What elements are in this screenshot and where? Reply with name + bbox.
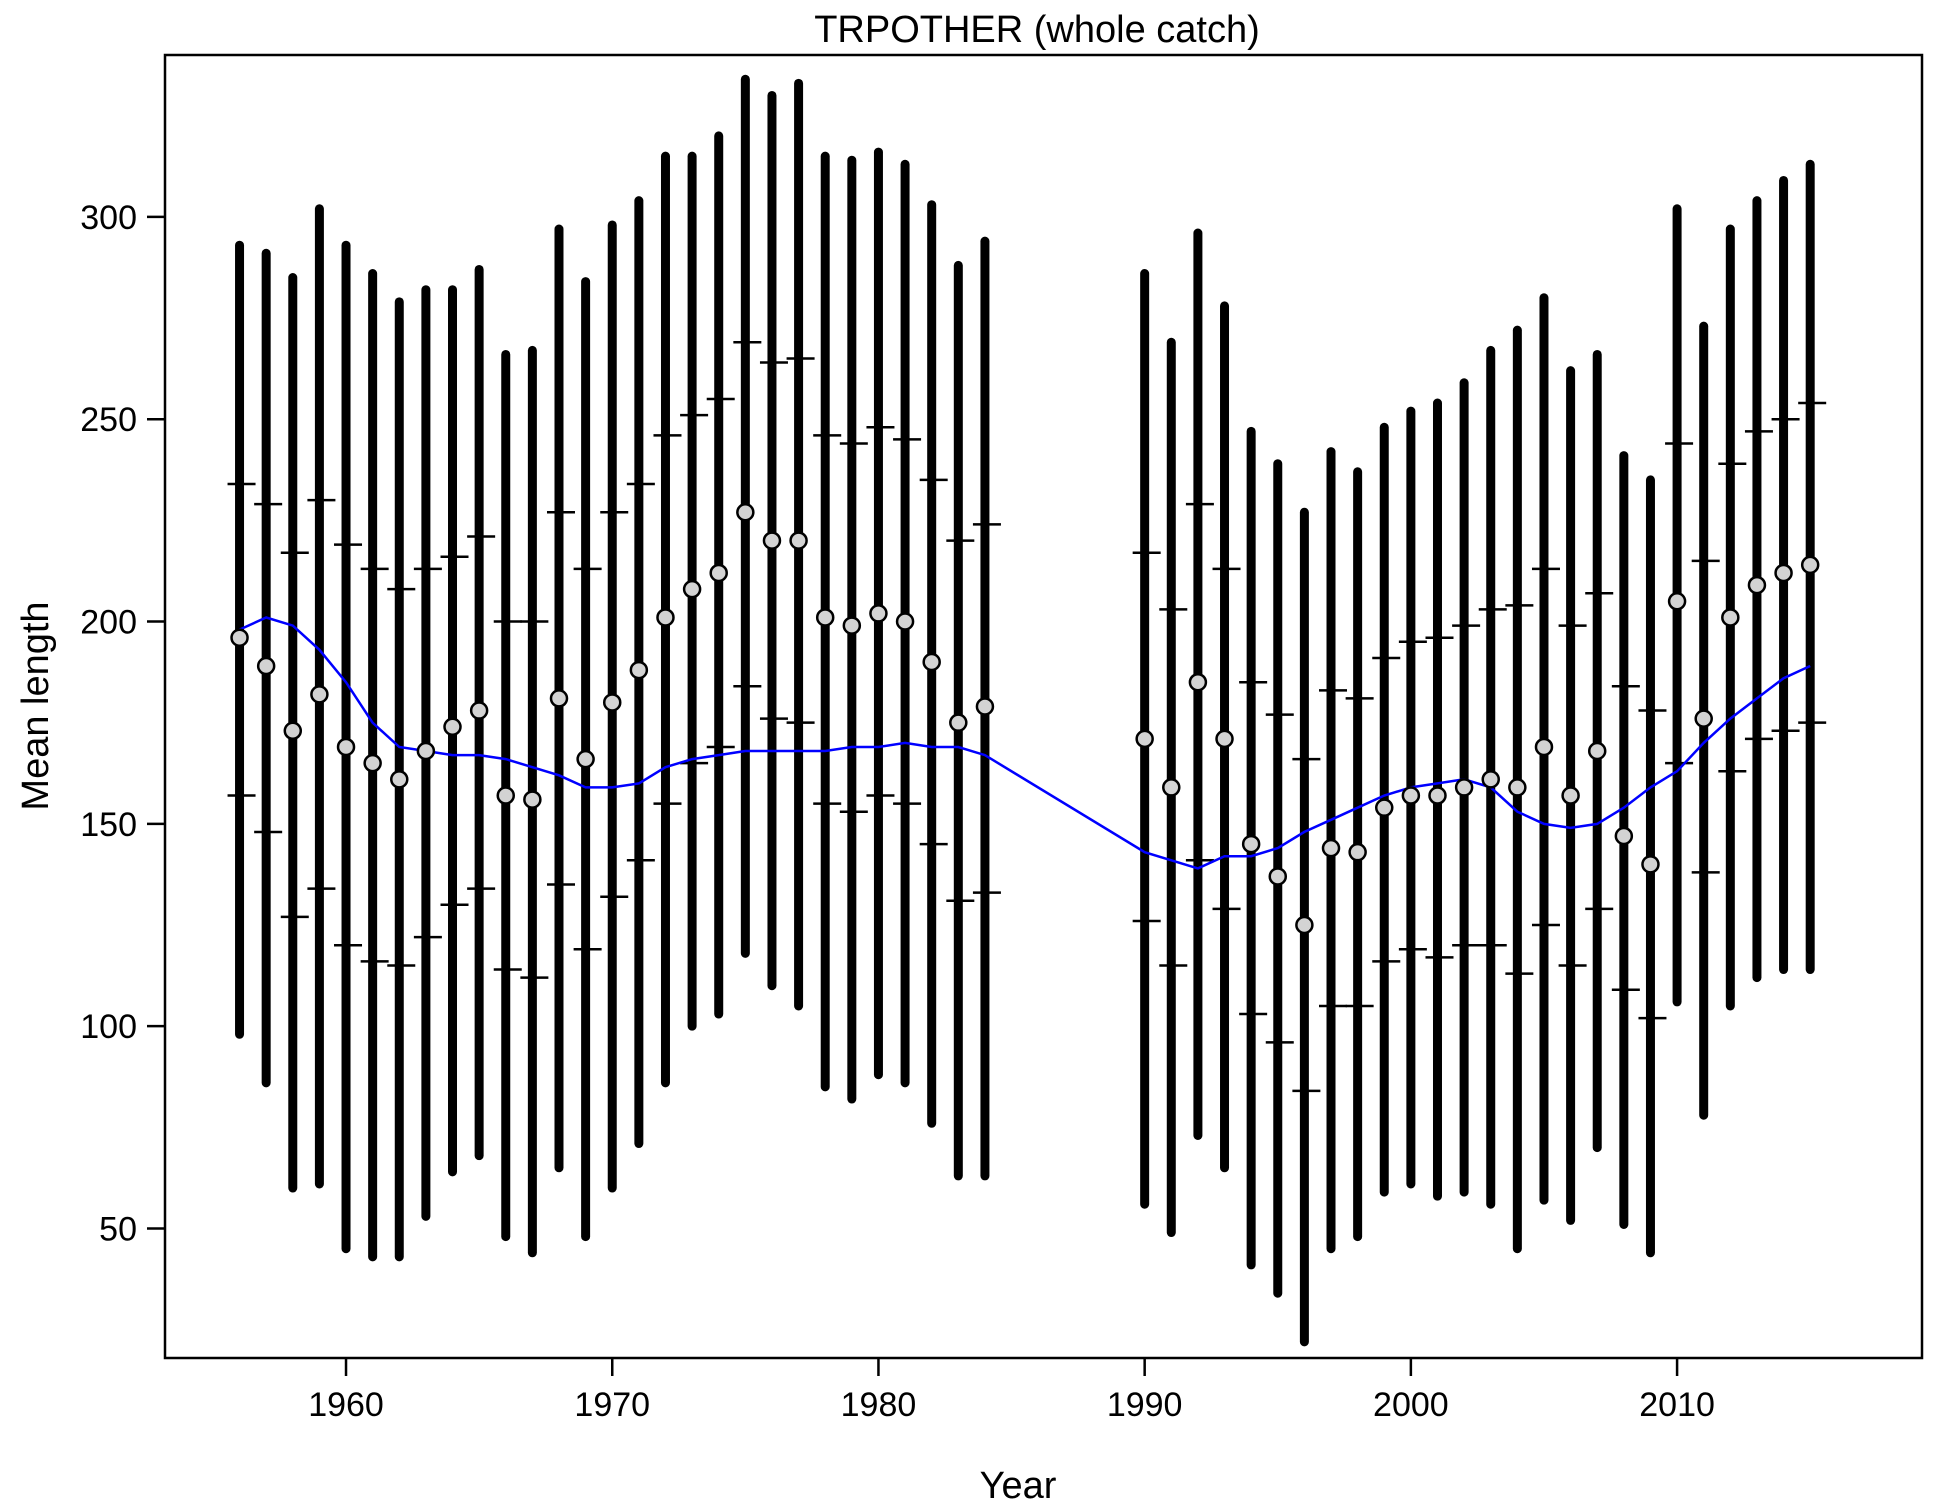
mean-point [1694, 709, 1713, 728]
mean-point [310, 685, 329, 704]
mean-point [1641, 855, 1660, 874]
x-tick-label: 1960 [308, 1386, 384, 1424]
mean-point [496, 786, 516, 805]
mean-point [1774, 563, 1793, 583]
plot-frame [163, 53, 1924, 1360]
mean-point [602, 693, 622, 712]
mean-point [1800, 555, 1820, 575]
mean-point [815, 608, 835, 627]
mean-point [1428, 786, 1447, 805]
chart-title: TRPOTHER (whole catch) [814, 9, 1260, 51]
mean-point [416, 741, 436, 761]
mean-point [363, 753, 382, 773]
x-tick-label: 2010 [1639, 1386, 1715, 1424]
mean-point [736, 503, 755, 522]
x-axis-label: Year [980, 1465, 1057, 1500]
mean-point [256, 656, 276, 676]
x-tick-label: 1980 [841, 1386, 917, 1424]
mean-point [1454, 778, 1474, 797]
mean-point [1614, 826, 1634, 846]
mean-point [1348, 842, 1367, 862]
y-tick-label: 150 [80, 806, 137, 844]
x-tick-label: 2000 [1373, 1386, 1449, 1424]
x-tick-label: 1970 [574, 1386, 650, 1424]
mean-point [1747, 575, 1767, 595]
y-tick-label: 50 [99, 1211, 137, 1249]
mean-point [1188, 672, 1208, 692]
mean-point [869, 604, 888, 623]
mean-point [1561, 786, 1580, 805]
mean-point [1215, 729, 1234, 749]
mean-point [1534, 737, 1554, 757]
mean-point [283, 721, 303, 741]
mean-points [230, 503, 1820, 935]
mean-point [1241, 834, 1261, 854]
inner-ticks [227, 341, 1827, 1093]
mean-point [1667, 592, 1687, 611]
mean-point [576, 749, 595, 769]
y-tick-label: 250 [80, 401, 137, 439]
mean-point [469, 701, 489, 720]
mean-point [1401, 786, 1421, 805]
mean-point [443, 717, 462, 736]
mean-point [1721, 608, 1740, 627]
mean-point [975, 697, 995, 716]
mean-point [1295, 915, 1314, 935]
mean-point [629, 660, 649, 680]
y-axis-label: Mean length [15, 601, 57, 810]
mean-point [895, 612, 915, 631]
mean-point [762, 531, 782, 550]
smoother-line [238, 616, 1811, 870]
mean-point [1162, 778, 1181, 797]
mean-point [1481, 770, 1500, 789]
mean-point [709, 563, 728, 583]
mean-point [390, 770, 409, 789]
mean-point [1135, 729, 1154, 749]
mean-point [949, 713, 968, 732]
mean-point [1375, 798, 1394, 817]
mean-point [549, 689, 569, 708]
y-tick-label: 100 [80, 1008, 137, 1046]
mean-point [656, 608, 675, 627]
y-tick-label: 300 [80, 199, 137, 237]
mean-point [1587, 741, 1607, 761]
mean-point [230, 628, 249, 647]
mean-point [1268, 867, 1288, 886]
mean-point [1321, 838, 1341, 858]
x-axis: 1960 1970 1980 1990 2000 2010 [308, 1358, 1715, 1424]
mean-point [842, 616, 862, 635]
mean-point [682, 579, 702, 599]
mean-point [922, 652, 941, 672]
mean-point [523, 790, 542, 809]
y-tick-label: 200 [80, 604, 137, 642]
mean-point [789, 531, 808, 550]
mean-point [336, 737, 356, 757]
mean-point [1508, 778, 1527, 797]
y-axis: 50 100 150 200 250 300 [80, 199, 165, 1249]
x-tick-label: 1990 [1107, 1386, 1183, 1424]
